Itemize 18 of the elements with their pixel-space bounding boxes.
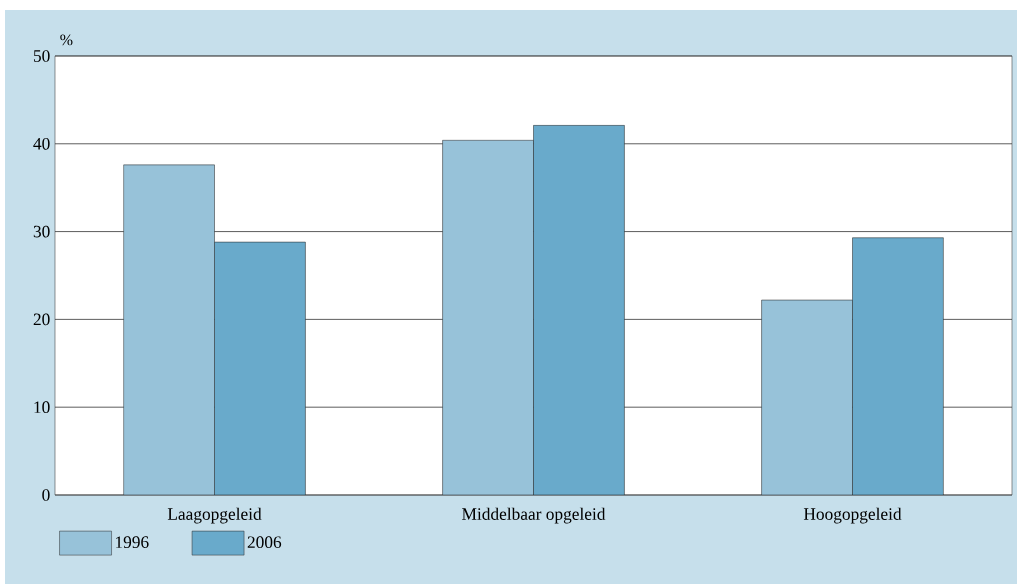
bar [852, 237, 944, 495]
legend-label: 2006 [247, 536, 282, 549]
bar [214, 241, 306, 495]
y-tick-label: 0 [42, 489, 50, 501]
y-tick-label: 40 [33, 137, 50, 150]
y-tick-label: 20 [33, 313, 50, 326]
x-tick-label: Laagopgeleid [167, 507, 262, 524]
bar [761, 299, 853, 495]
bar [533, 125, 625, 495]
bar [123, 164, 215, 495]
x-tick-label: Hoogopgeleid [803, 507, 902, 524]
y-tick-label: 10 [34, 401, 50, 414]
x-tick-label: Middelbaar opgeleid [462, 507, 606, 524]
y-tick-label: 50 [33, 50, 50, 62]
bar [442, 140, 534, 495]
y-tick-label: 30 [33, 225, 50, 238]
legend-label: 1996 [116, 536, 149, 549]
y-axis-title: % [60, 34, 73, 46]
